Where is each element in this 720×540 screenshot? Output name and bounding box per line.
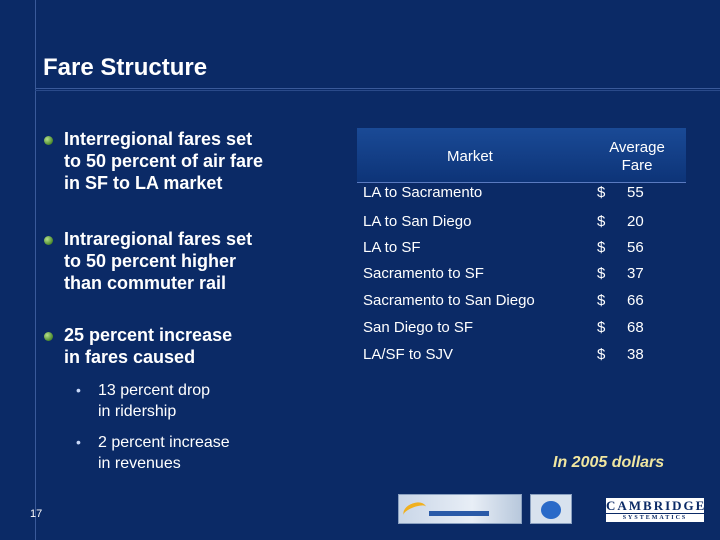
cell-market: LA to Sacramento: [363, 184, 483, 201]
cell-fare: 56: [627, 239, 644, 256]
header-average-fare: Average Fare: [609, 139, 665, 174]
sub-bullet-marker: •: [76, 382, 81, 398]
logo-text-top: CAMBRIDGE: [606, 498, 707, 513]
swoosh-icon: [400, 499, 430, 523]
bullet-dot-icon: [44, 332, 53, 341]
cell-currency: $: [597, 346, 606, 363]
cell-market: Sacramento to San Diego: [363, 292, 535, 309]
header-market: Market: [447, 148, 493, 165]
cell-currency: $: [597, 265, 606, 282]
cambridge-systematics-logo: CAMBRIDGE SYSTEMATICS: [606, 498, 704, 522]
cell-market: LA to SF: [363, 239, 421, 256]
agency-mark-icon: [541, 501, 561, 519]
fare-table-header: Market Average Fare: [357, 128, 686, 183]
frame-line-horizontal-inner: [35, 90, 720, 91]
sub-bullet-text: 13 percent drop in ridership: [98, 382, 211, 420]
table-row: LA to San Diego $ 20: [357, 209, 686, 235]
cell-market: LA/SF to SJV: [363, 346, 454, 363]
cell-market: LA to San Diego: [363, 213, 472, 230]
cell-fare: 20: [627, 213, 644, 230]
frame-line-horizontal: [35, 88, 720, 89]
dollars-note: In 2005 dollars: [553, 454, 665, 471]
table-row: LA to SF $ 56: [357, 235, 686, 261]
bullet-dot-icon: [44, 236, 53, 245]
cell-currency: $: [597, 184, 606, 201]
cell-currency: $: [597, 292, 606, 309]
page-number: 17: [30, 508, 43, 520]
agency-logo: [530, 494, 572, 524]
table-row: LA to Sacramento $ 55: [357, 180, 686, 206]
logo-text-bottom: SYSTEMATICS: [606, 513, 704, 522]
cell-fare: 37: [627, 265, 644, 282]
bullet-text: Intraregional fares set to 50 percent hi…: [64, 229, 253, 293]
cell-currency: $: [597, 319, 606, 336]
bullet-dot-icon: [44, 136, 53, 145]
table-row: San Diego to SF $ 68: [357, 315, 686, 341]
cell-currency: $: [597, 213, 606, 230]
sub-bullet-text: 2 percent increase in revenues: [98, 434, 230, 472]
frame-line-vertical: [35, 0, 36, 540]
table-row: LA/SF to SJV $ 38: [357, 342, 686, 368]
california-rail-logo: [398, 494, 522, 524]
cell-fare: 68: [627, 319, 644, 336]
bullet-text: Interregional fares set to 50 percent of…: [64, 129, 264, 193]
cell-fare: 55: [627, 184, 644, 201]
slide-title: Fare Structure: [43, 54, 208, 81]
sub-bullet-marker: •: [76, 434, 81, 450]
cell-fare: 38: [627, 346, 644, 363]
cell-market: San Diego to SF: [363, 319, 474, 336]
logo-bar: [429, 511, 489, 516]
table-row: Sacramento to San Diego $ 66: [357, 288, 686, 314]
cell-market: Sacramento to SF: [363, 265, 484, 282]
table-row: Sacramento to SF $ 37: [357, 261, 686, 287]
cell-fare: 66: [627, 292, 644, 309]
cell-currency: $: [597, 239, 606, 256]
bullet-text: 25 percent increase in fares caused: [64, 325, 233, 367]
